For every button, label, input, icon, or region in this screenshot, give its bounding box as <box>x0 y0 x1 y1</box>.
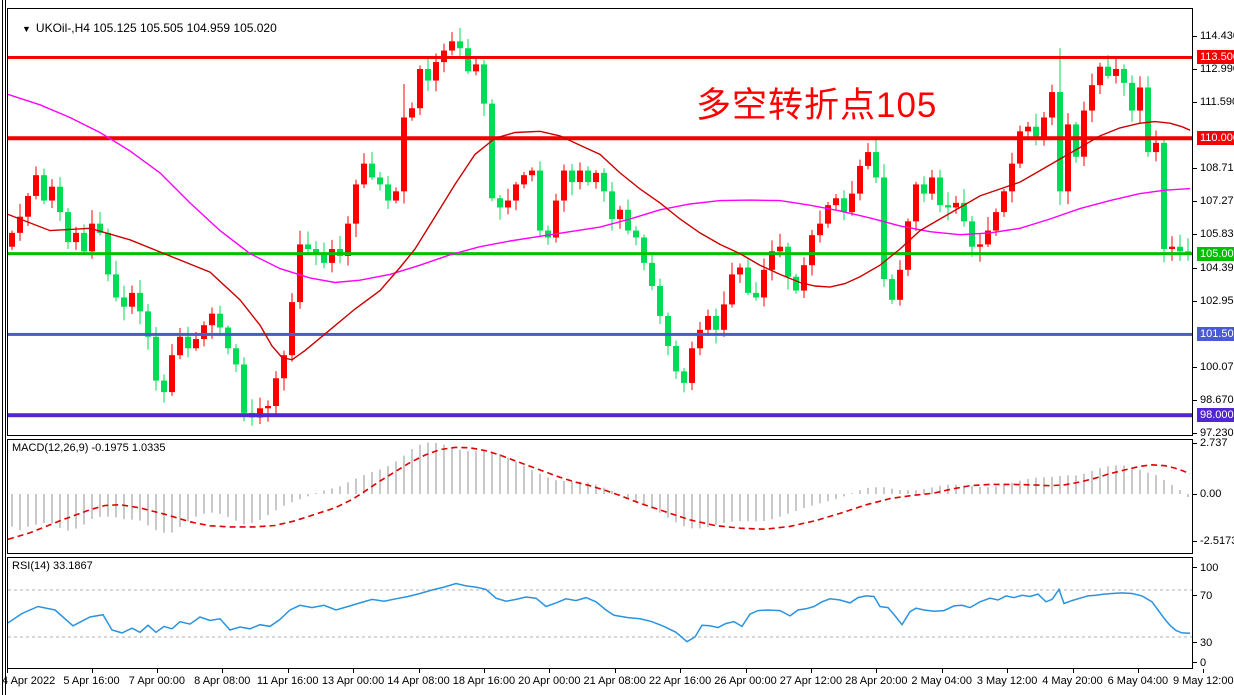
axis-tick <box>1193 101 1197 103</box>
macd-label: MACD(12,26,9) -0.1975 1.0335 <box>12 442 166 454</box>
rsi-tick-label: 100 <box>1200 562 1219 574</box>
price-tick-label: 112.990 <box>1200 63 1234 76</box>
axis-tick <box>7 669 8 673</box>
time-axis-label: 26 Apr 00:00 <box>714 675 777 687</box>
macd-tick-label: -2.5173 <box>1200 534 1234 547</box>
price-level-badge-113.500[interactable]: 113.500 <box>1197 50 1234 65</box>
time-axis-label: 13 Apr 00:00 <box>321 675 385 687</box>
price-tick-label: 114.430 <box>1200 30 1234 42</box>
rsi-tick-label: 0 <box>1200 657 1207 669</box>
price-level-badge-101.500[interactable]: 101.500 <box>1197 327 1234 342</box>
axis-tick <box>1193 267 1197 269</box>
time-axis-label: 5 Apr 16:00 <box>63 675 120 687</box>
time-axis-label: 3 May 12:00 <box>976 675 1038 687</box>
price-tick-label: 97.230 <box>1200 426 1234 439</box>
axis-tick <box>222 669 224 673</box>
rsi-tick-label: 70 <box>1200 590 1213 602</box>
time-axis-label: 8 Apr 08:00 <box>194 675 251 687</box>
macd-panel[interactable]: MACD(12,26,9) -0.1975 1.0335 <box>7 439 1193 554</box>
price-tick-label: 104.390 <box>1200 261 1234 274</box>
time-axis-label: 6 May 04:00 <box>1107 675 1169 687</box>
symbol-title: ▼ UKOil-,H4 105.125 105.505 104.959 105.0… <box>22 21 277 35</box>
axis-tick <box>1193 399 1197 401</box>
window-left-frame-inner <box>5 0 6 695</box>
axis-tick <box>418 669 420 673</box>
hline-98.000 <box>8 413 1192 418</box>
axis-tick <box>483 669 485 673</box>
main-chart-panel[interactable]: ▼ UKOil-,H4 105.125 105.505 104.959 105.0… <box>7 8 1193 436</box>
hline-105.000 <box>8 252 1192 256</box>
axis-tick <box>745 669 747 673</box>
hline-101.500 <box>8 332 1192 336</box>
axis-tick <box>287 669 289 673</box>
macd-tick-label: 2.737 <box>1200 437 1228 450</box>
time-axis-label: 14 Apr 08:00 <box>387 675 450 687</box>
axis-tick <box>1193 567 1197 568</box>
axis-tick <box>1193 443 1197 445</box>
axis-tick <box>353 669 355 673</box>
time-axis-label: 7 Apr 00:00 <box>128 675 186 687</box>
time-axis-label: 2 May 04:00 <box>911 675 972 687</box>
rsi-chart[interactable] <box>8 558 1192 668</box>
axis-tick <box>1072 669 1074 673</box>
axis-tick <box>549 669 551 673</box>
axis-tick <box>680 669 682 673</box>
axis-tick <box>1203 669 1205 673</box>
axis-tick <box>1193 300 1197 302</box>
axis-tick <box>1137 669 1139 673</box>
time-axis-label: 21 Apr 08:00 <box>583 675 646 687</box>
annotation-text[interactable]: 多空转折点105 <box>696 86 938 125</box>
candlestick-chart[interactable] <box>8 9 1192 435</box>
time-axis-label: 22 Apr 16:00 <box>648 675 712 687</box>
rsi-panel[interactable]: RSI(14) 33.1867 <box>7 557 1193 669</box>
axis-tick <box>1193 595 1197 596</box>
axis-tick <box>1193 234 1197 236</box>
axis-tick <box>91 669 93 673</box>
price-tick-label: 98.670 <box>1200 393 1234 406</box>
axis-tick <box>941 669 943 673</box>
axis-tick <box>876 669 878 673</box>
symbol-dropdown-icon[interactable]: ▼ <box>22 24 31 34</box>
price-level-badge-98.000[interactable]: 98.000 <box>1197 408 1234 423</box>
price-tick-label: 105.830 <box>1200 228 1234 241</box>
price-tick-label: 111.590 <box>1200 95 1234 108</box>
price-tick-label: 108.710 <box>1200 162 1234 175</box>
axis-tick <box>1193 662 1197 663</box>
hline-113.500 <box>8 55 1192 59</box>
window-left-frame <box>2 0 3 695</box>
price-tick-label: 107.270 <box>1200 195 1234 208</box>
macd-tick-label: 0.00 <box>1200 488 1222 500</box>
axis-tick <box>1193 494 1197 495</box>
rsi-label: RSI(14) 33.1867 <box>12 560 93 572</box>
price-level-badge-105.000[interactable]: 105.000 <box>1197 246 1234 261</box>
axis-tick <box>1193 36 1197 37</box>
axis-tick <box>1193 432 1197 434</box>
axis-tick <box>1193 168 1197 170</box>
time-axis-label: 4 Apr 2022 <box>2 675 56 687</box>
axis-tick <box>1193 642 1197 643</box>
price-level-badge-110.000[interactable]: 110.000 <box>1197 131 1234 146</box>
axis-tick <box>1193 201 1197 203</box>
hline-110.000 <box>8 136 1192 141</box>
time-axis-label: 27 Apr 12:00 <box>779 675 843 687</box>
time-axis-label: 28 Apr 20:00 <box>845 675 908 687</box>
rsi-tick-label: 30 <box>1200 637 1213 649</box>
axis-tick <box>810 669 812 673</box>
time-axis-label: 9 May 12:00 <box>1173 675 1234 687</box>
axis-tick <box>1007 669 1009 673</box>
axis-tick <box>614 669 616 673</box>
time-axis-label: 20 Apr 00:00 <box>518 675 581 687</box>
price-tick-label: 100.070 <box>1200 361 1234 374</box>
axis-tick <box>1193 367 1197 369</box>
symbol-title-text: UKOil-,H4 105.125 105.505 104.959 105.02… <box>35 21 277 35</box>
macd-chart[interactable] <box>8 440 1192 553</box>
axis-tick <box>1193 540 1197 542</box>
time-axis-label: 11 Apr 16:00 <box>256 675 319 687</box>
price-tick-label: 102.950 <box>1200 294 1234 307</box>
time-axis-label: 4 May 20:00 <box>1042 675 1103 687</box>
axis-tick <box>156 669 158 673</box>
time-axis-label: 18 Apr 16:00 <box>452 675 516 687</box>
axis-tick <box>1193 69 1197 71</box>
